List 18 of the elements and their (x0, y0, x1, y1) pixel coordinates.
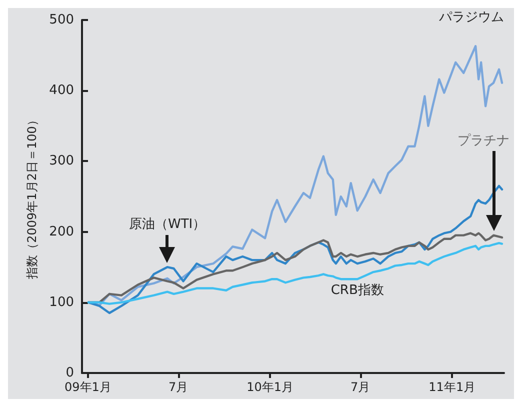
y-tick-label: 500 (49, 12, 74, 28)
y-tick-label: 400 (49, 83, 74, 98)
series-label: CRB指数 (330, 283, 384, 298)
line-series (87, 242, 504, 305)
x-tick-label: 11年1月 (428, 380, 476, 394)
text: プラチナ (458, 133, 510, 148)
line-series (87, 184, 504, 314)
text: パラジウム (438, 10, 504, 26)
y-tick-label: 200 (49, 224, 74, 240)
x-tick-label: 7月 (168, 380, 188, 394)
x-tick-label: 7月 (350, 380, 370, 394)
text: 原油（WTI） (128, 217, 206, 232)
x-tick-label: 10年1月 (246, 380, 294, 394)
y-tick-label: 0 (66, 366, 74, 380)
y-tick-label: 100 (49, 294, 74, 310)
y-axis-title: 指数（2009年1月2日＝100） (25, 114, 39, 280)
x-tick-label: 09年1月 (64, 380, 112, 394)
y-tick-label: 300 (49, 154, 74, 169)
